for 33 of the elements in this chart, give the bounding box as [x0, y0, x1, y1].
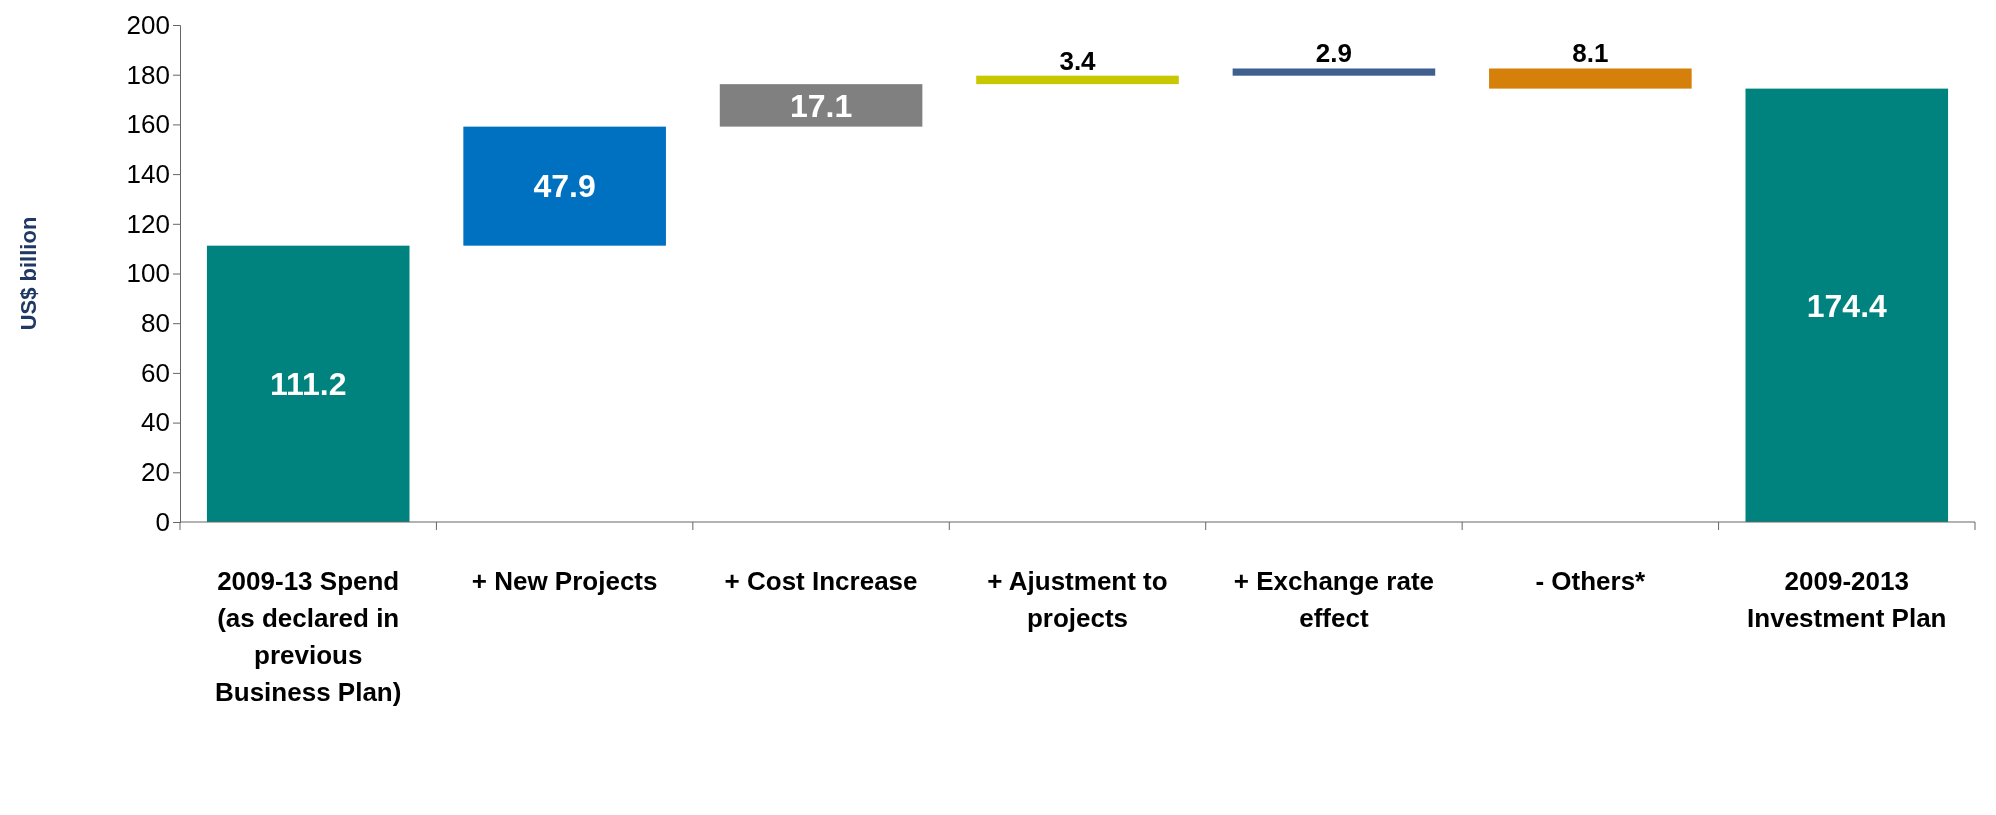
y-tick-label: 200 — [126, 9, 170, 40]
x-tick-label: + Cost Increase — [724, 566, 918, 596]
y-tick-label: 180 — [126, 59, 170, 90]
data-label: 17.1 — [789, 87, 853, 124]
y-tick-label: 60 — [141, 357, 170, 388]
y-tick-label: 0 — [155, 506, 170, 537]
x-tick-label: + Exchange rate effect — [1233, 566, 1435, 633]
x-tick-label: 2009-13 Spend (as declared in previous Business Plan) — [215, 566, 402, 707]
bar — [1232, 68, 1436, 76]
bar — [976, 75, 1179, 85]
x-tick-label: + Ajustment to projects — [987, 566, 1168, 633]
bar — [1745, 88, 1949, 522]
bar — [206, 245, 410, 522]
x-tick-label: - Others* — [1535, 566, 1647, 596]
y-tick-label: 140 — [126, 158, 170, 189]
data-label: 111.2 — [269, 366, 347, 403]
y-tick-label: 20 — [141, 457, 170, 488]
x-tick-label: + New Projects — [471, 566, 658, 596]
bar — [463, 126, 666, 246]
data-label: 2.9 — [1315, 38, 1353, 69]
data-label: 3.4 — [1059, 45, 1097, 76]
data-label: 174.4 — [1806, 287, 1888, 324]
y-tick-label: 40 — [141, 407, 170, 438]
y-axis-title: US$ billion — [16, 216, 41, 331]
data-label: 47.9 — [533, 168, 596, 205]
y-tick-label: 120 — [126, 208, 170, 239]
y-tick-label: 100 — [126, 258, 170, 289]
data-label: 8.1 — [1572, 38, 1609, 69]
y-tick-label: 80 — [141, 308, 170, 339]
bar — [1489, 68, 1692, 89]
x-tick-label: 2009-2013 Investment Plan — [1747, 566, 1947, 633]
bar — [719, 84, 923, 127]
y-tick-label: 160 — [126, 109, 170, 140]
